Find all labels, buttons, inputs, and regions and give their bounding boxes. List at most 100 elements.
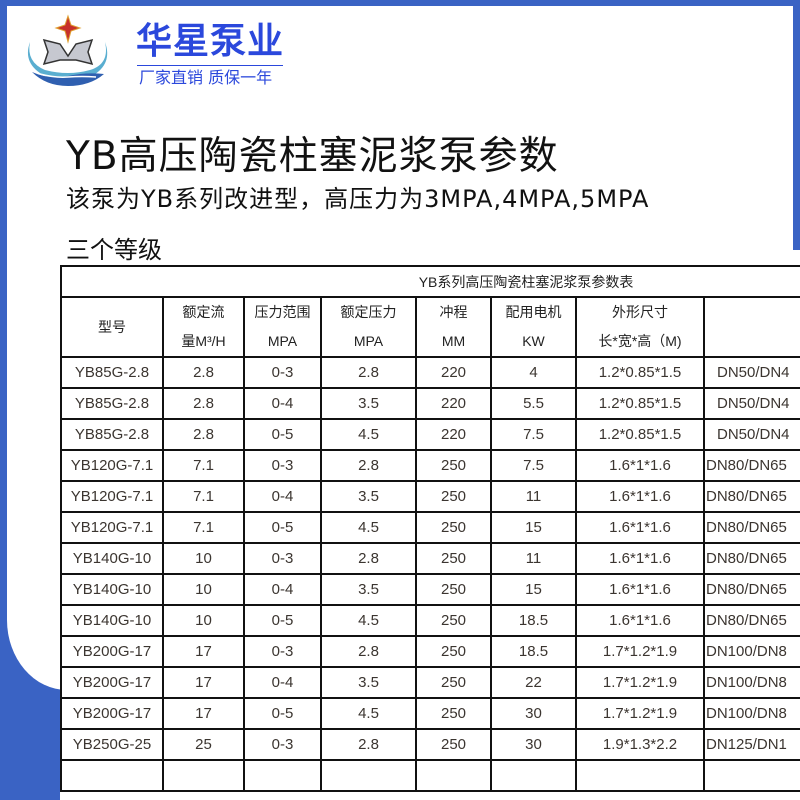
table-cell: YB140G-10 [60, 604, 164, 637]
column-header: 型号 [60, 296, 164, 358]
table-cell: 0-5 [243, 511, 322, 544]
table-cell: 1.7*1.2*1.9 [575, 635, 705, 668]
table-cell: YB120G-7.1 [60, 511, 164, 544]
column-header-line1: 型号 [98, 318, 126, 335]
table-cell: 250 [415, 666, 492, 699]
table-cell: 2.8 [320, 542, 417, 575]
table-row: YB140G-10 10 0-3 2.8 250 11 1.6*1*1.6 DN80/DN65 [60, 542, 800, 575]
table-cell: 220 [415, 356, 492, 389]
table-row: YB140G-10 10 0-5 4.5 250 18.5 1.6*1*1.6 DN80/DN… [60, 604, 800, 637]
column-header: 压力范围 MPA [243, 296, 322, 358]
table-cell: 250 [415, 480, 492, 513]
table-cell: DN100/DN8 [702, 697, 800, 730]
table-cell: 0-3 [243, 356, 322, 389]
table-cell: 250 [415, 449, 492, 482]
table-cell: 3.5 [320, 387, 417, 420]
column-header-line2: MM [441, 333, 466, 349]
table-cell: 250 [415, 542, 492, 575]
table-cell: DN80/DN65 [702, 573, 800, 606]
column-header-line2: KW [522, 333, 545, 349]
table-cell: 250 [415, 728, 492, 761]
table-cell: DN80/DN65 [702, 449, 800, 482]
table-cell: 220 [415, 387, 492, 420]
table-cell: 250 [415, 511, 492, 544]
table-cell: YB250G-25 [60, 728, 164, 761]
table-cell: 17 [162, 635, 245, 668]
table-cell: 0-5 [243, 418, 322, 451]
table-cell: YB85G-2.8 [60, 418, 164, 451]
table-cell: DN50/DN4 [702, 387, 800, 420]
frame-border-left [0, 0, 7, 800]
table-cell: 1.9*1.3*2.2 [575, 728, 705, 761]
table-row-partial [60, 759, 800, 792]
table-row: YB200G-17 17 0-5 4.5 250 30 1.7*1.2*1.9 DN100/D… [60, 697, 800, 730]
table-cell: 1.2*0.85*1.5 [575, 418, 705, 451]
brand-divider [137, 65, 283, 66]
table-cell [702, 759, 800, 792]
table-cell: 0-5 [243, 604, 322, 637]
column-header-line2: 法兰 [706, 327, 800, 355]
table-cell: 2.8 [320, 449, 417, 482]
table-row: YB120G-7.1 7.1 0-5 4.5 250 15 1.6*1*1.6 DN80/DN… [60, 511, 800, 544]
page-subtitle: 该泵为YB系列改进型，高压力为3MPA,4MPA,5MPA [66, 185, 650, 213]
table-caption: YB系列高压陶瓷柱塞泥浆泵参数表 [60, 265, 800, 298]
table-cell: 2.8 [320, 728, 417, 761]
column-header-line2: MPA [267, 333, 298, 349]
table-cell: YB85G-2.8 [60, 356, 164, 389]
parameter-table: YB系列高压陶瓷柱塞泥浆泵参数表 型号 额定流 量M³/H 压力范围 MPA 额定压力 MP… [60, 265, 800, 792]
table-cell: 0-3 [243, 728, 322, 761]
table-cell [415, 759, 492, 792]
table-cell: 15 [490, 573, 577, 606]
column-header: 配用电机 KW [490, 296, 577, 358]
table-cell: 250 [415, 604, 492, 637]
table-cell: 1.2*0.85*1.5 [575, 356, 705, 389]
table-cell: DN125/DN1 [702, 728, 800, 761]
table-row: YB200G-17 17 0-3 2.8 250 18.5 1.7*1.2*1.9 DN100… [60, 635, 800, 668]
column-header-line1: 压力范围 [254, 304, 311, 320]
column-header: 额定流 量M³/H [162, 296, 245, 358]
table-cell: 0-4 [243, 480, 322, 513]
table-cell: 1.6*1*1.6 [575, 542, 705, 575]
table-header-row: 型号 额定流 量M³/H 压力范围 MPA 额定压力 MPA 冲程 MM 配用电机 KW 外形尺寸 长*… [60, 296, 800, 358]
table-cell: 11 [490, 480, 577, 513]
table-cell: 1.6*1*1.6 [575, 604, 705, 637]
table-cell: YB120G-7.1 [60, 480, 164, 513]
table-cell: 22 [490, 666, 577, 699]
table-cell: 4.5 [320, 697, 417, 730]
table-cell: DN100/DN8 [702, 635, 800, 668]
table-row: YB85G-2.8 2.8 0-3 2.8 220 4 1.2*0.85*1.5 DN50/D… [60, 356, 800, 389]
column-header-line1: 冲程 [439, 304, 468, 320]
table-cell: 10 [162, 604, 245, 637]
table-cell: DN100/DN8 [702, 666, 800, 699]
company-logo-icon [27, 14, 108, 86]
table-cell: 25 [162, 728, 245, 761]
table-cell: 7.5 [490, 449, 577, 482]
table-cell [575, 759, 705, 792]
table-cell: 4 [490, 356, 577, 389]
table-row: YB140G-10 10 0-4 3.5 250 15 1.6*1*1.6 DN80/DN65 [60, 573, 800, 606]
table-cell: 11 [490, 542, 577, 575]
column-header-line1: 配用电机 [505, 304, 562, 320]
table-cell: 2.8 [162, 356, 245, 389]
table-cell: 1.6*1*1.6 [575, 573, 705, 606]
table-cell: 220 [415, 418, 492, 451]
table-cell: 0-3 [243, 542, 322, 575]
table-cell [162, 759, 245, 792]
table-cell: 7.1 [162, 480, 245, 513]
table-row: YB85G-2.8 2.8 0-5 4.5 220 7.5 1.2*0.85*1.5 DN50… [60, 418, 800, 451]
column-header: 吸/排浆管法兰 [702, 296, 800, 358]
page-title: YB高压陶瓷柱塞泥浆泵参数 [66, 134, 559, 179]
table-cell: 3.5 [320, 666, 417, 699]
table-cell: 1.2*0.85*1.5 [575, 387, 705, 420]
column-header-line2: 长*宽*高（M) [598, 333, 682, 349]
column-header: 额定压力 MPA [320, 296, 417, 358]
table-cell: 250 [415, 573, 492, 606]
table-cell [320, 759, 417, 792]
table-cell: 10 [162, 573, 245, 606]
table-row: YB120G-7.1 7.1 0-3 2.8 250 7.5 1.6*1*1.6 DN80/D… [60, 449, 800, 482]
table-cell: 250 [415, 697, 492, 730]
grades-label: 三个等级 [66, 236, 162, 264]
table-cell: 7.5 [490, 418, 577, 451]
table-cell [60, 759, 164, 792]
table-cell: 0-3 [243, 635, 322, 668]
